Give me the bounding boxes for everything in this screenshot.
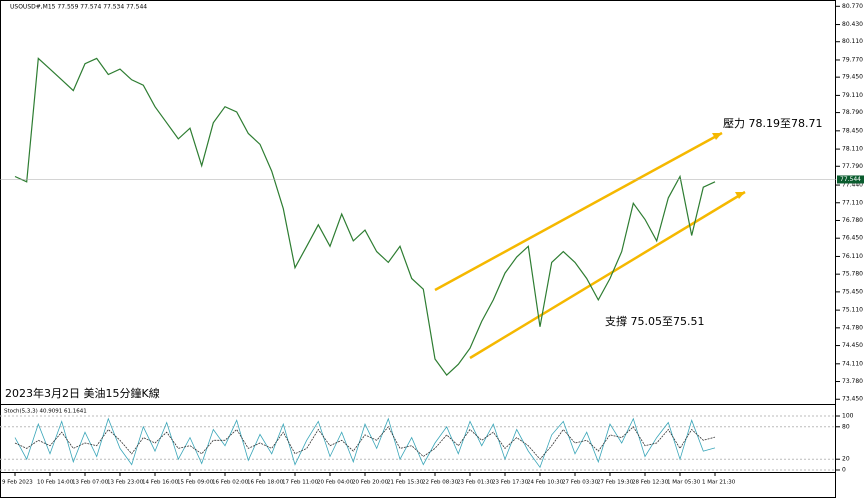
x-tick-label: 1 Mar 21:30 [702,480,736,486]
x-tick-label: 20 Feb 20:00 [352,480,389,486]
annotation: 支撐 75.05至75.51 [605,314,704,328]
y-tick-label: 80.430 [842,21,863,28]
y-tick-label: 80.770 [842,3,863,10]
y-tick-label: 0 [842,467,846,474]
y-tick-label: 78.110 [842,146,863,153]
y-tick-label: 80 [842,423,850,430]
resistance-line [434,131,723,292]
series-line [14,417,716,469]
y-tick-label: 77.440 [842,182,863,189]
x-tick-label: 9 Feb 2023 [2,480,33,486]
y-tick-label: 76.110 [842,253,863,260]
y-tick-label: 76.450 [842,235,863,242]
x-tick-label: 15 Feb 09:00 [177,480,214,486]
y-tick-label: 79.110 [842,92,863,99]
x-tick-label: 16 Feb 18:00 [247,480,284,486]
support-line [469,190,746,360]
x-tick-label: 13 Feb 23:00 [107,480,144,486]
x-tick-label: 23 Feb 17:30 [492,480,529,486]
x-tick-label: 24 Feb 10:30 [527,480,564,486]
series-line [14,426,716,460]
y-tick-label: 78.790 [842,109,863,116]
y-tick-label: 77.790 [842,163,863,170]
y-tick-label: 75.450 [842,288,863,295]
annotation: 2023年3月2日 美油15分鐘K線 [5,386,160,400]
x-tick-label: 16 Feb 02:00 [212,480,249,486]
x-tick-label: 1 Mar 05:30 [667,480,701,486]
arrow-head [712,133,722,140]
x-tick-label: 20 Feb 04:00 [317,480,354,486]
y-tick-label: 74.110 [842,360,863,367]
y-tick-label: 80.110 [842,38,863,45]
y-tick-label: 75.780 [842,271,863,278]
arrow-head [735,192,745,199]
x-tick-label: 10 Feb 14:00 [37,480,74,486]
y-tick-label: 74.450 [842,342,863,349]
y-tick-label: 100 [842,413,854,420]
x-tick-label: 21 Feb 15:30 [387,480,424,486]
x-tick-label: 23 Feb 01:30 [457,480,494,486]
y-tick-label: 79.770 [842,56,863,63]
x-tick-label: 13 Feb 07:00 [72,480,109,486]
series-line [14,57,716,377]
last-price-label: 77.544 [840,176,861,183]
y-tick-label: 79.450 [842,74,863,81]
chart-title: USOUSD#,M15 77.559 77.574 77.534 77.544 [10,4,147,11]
x-tick-label: 14 Feb 16:00 [142,480,179,486]
stoch-title: Stoch(5,3,3) 40.9091 61.1641 [4,409,87,415]
y-tick-label: 73.780 [842,378,863,385]
y-tick-label: 74.780 [842,324,863,331]
x-tick-label: 22 Feb 08:30 [422,480,459,486]
y-tick-label: 20 [842,456,850,463]
x-tick-label: 27 Feb 19:30 [597,480,634,486]
frame [0,0,836,498]
y-tick-label: 75.110 [842,307,863,314]
annotation: 壓力 78.19至78.71 [723,117,822,130]
x-tick-label: 27 Feb 03:30 [562,480,599,486]
x-tick-label: 17 Feb 11:00 [282,480,319,486]
y-tick-label: 77.110 [842,199,863,206]
last-price-box [837,175,864,184]
x-tick-label: 28 Feb 12:30 [632,480,669,486]
y-tick-label: 73.450 [842,396,863,403]
y-tick-label: 76.780 [842,217,863,224]
y-tick-label: 78.450 [842,127,863,134]
